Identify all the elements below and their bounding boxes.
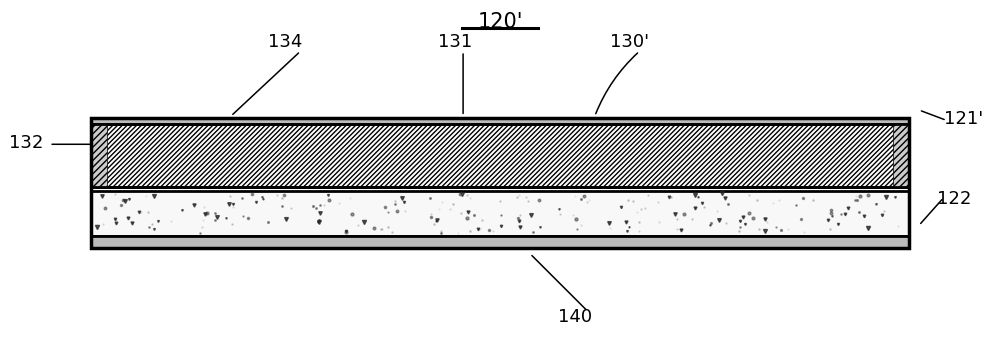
Bar	[91, 124, 107, 187]
Bar	[91, 191, 909, 236]
Bar	[91, 236, 909, 248]
Text: 132: 132	[9, 134, 44, 152]
Text: 121': 121'	[944, 110, 983, 128]
Bar	[91, 118, 909, 248]
Text: 122: 122	[937, 190, 971, 208]
Bar	[91, 118, 909, 124]
Text: 140: 140	[558, 307, 592, 325]
Text: 120': 120'	[477, 12, 523, 32]
Text: 134: 134	[268, 33, 303, 51]
Bar	[893, 124, 909, 187]
Text: 131: 131	[438, 33, 472, 51]
Text: 130': 130'	[610, 33, 649, 51]
Bar	[91, 124, 909, 187]
